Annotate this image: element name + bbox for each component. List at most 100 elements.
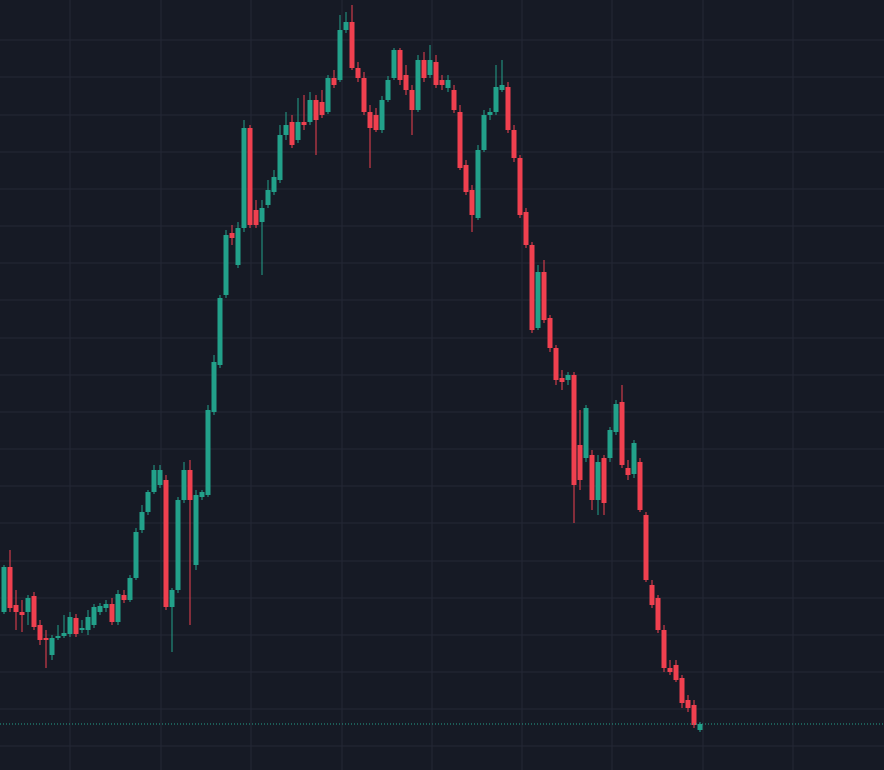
candle-body <box>229 233 235 238</box>
candle-body <box>607 430 613 458</box>
candle-body <box>493 87 499 112</box>
candle-body <box>691 705 697 725</box>
candle-body <box>673 665 679 680</box>
candle-body <box>475 150 481 218</box>
candle-body <box>505 87 511 130</box>
candle-body <box>631 443 637 474</box>
candle-body <box>97 606 103 612</box>
candle-body <box>385 80 391 100</box>
candle-body <box>235 228 241 265</box>
candle-body <box>415 60 421 110</box>
candle-body <box>421 60 427 78</box>
candle-body <box>151 470 157 492</box>
candle-body <box>367 112 373 128</box>
candle-body <box>625 468 631 475</box>
candle-body <box>601 458 607 503</box>
candle-body <box>109 604 115 622</box>
candle-body <box>469 190 475 215</box>
candle-body <box>679 678 685 703</box>
candle-body <box>301 122 307 125</box>
candle-body <box>223 235 229 295</box>
candle-body <box>43 638 49 640</box>
candle-body <box>121 595 127 600</box>
candle-body <box>277 135 283 180</box>
candle-body <box>499 85 505 90</box>
candle-body <box>31 596 37 627</box>
candle-body <box>481 115 487 150</box>
candle-body <box>583 408 589 458</box>
candle-body <box>463 165 469 192</box>
candle-body <box>403 75 409 90</box>
candle-body <box>697 724 703 730</box>
candle-body <box>331 78 337 85</box>
candle-body <box>37 625 43 640</box>
candle-body <box>577 445 583 480</box>
candle-body <box>283 125 289 135</box>
candle-body <box>199 492 205 497</box>
candle-body <box>325 78 331 112</box>
candle-body <box>79 628 85 630</box>
candle-body <box>67 617 73 634</box>
candle-body <box>217 298 223 365</box>
candle-body <box>451 90 457 110</box>
candle-body <box>205 410 211 495</box>
candle-body <box>529 245 535 330</box>
candle-body <box>523 212 529 245</box>
candle-body <box>427 60 433 75</box>
candle-body <box>643 515 649 580</box>
candle-body <box>259 208 265 222</box>
candle-body <box>535 272 541 328</box>
candle-body <box>517 158 523 215</box>
candle-body <box>85 617 91 630</box>
candle-body <box>619 402 625 465</box>
candle-body <box>565 375 571 380</box>
candle-body <box>55 636 61 638</box>
candle-body <box>61 633 67 636</box>
candle-body <box>169 590 175 607</box>
candle-body <box>685 700 691 708</box>
candle-body <box>487 112 493 115</box>
candle-body <box>247 128 253 225</box>
candle-body <box>253 210 259 225</box>
candle-body <box>445 80 451 88</box>
candle-body <box>433 62 439 85</box>
candle-body <box>271 177 277 192</box>
candle-body <box>373 115 379 130</box>
candle-body <box>163 480 169 607</box>
candle-body <box>409 90 415 110</box>
candle-body <box>7 567 13 608</box>
candle-body <box>361 78 367 112</box>
candle-body <box>547 318 553 348</box>
candle-body <box>541 272 547 320</box>
candle-body <box>613 404 619 432</box>
candle-body <box>337 30 343 80</box>
candle-body <box>391 50 397 78</box>
candle-body <box>289 122 295 145</box>
candle-body <box>103 604 109 608</box>
candle-body <box>313 100 319 120</box>
candle-body <box>589 455 595 500</box>
candle-body <box>667 668 673 672</box>
candle-body <box>211 362 217 412</box>
candle-body <box>595 462 601 500</box>
candle-body <box>127 578 133 600</box>
candle-body <box>193 495 199 565</box>
candle-body <box>91 607 97 625</box>
candle-body <box>133 532 139 578</box>
candle-body <box>13 605 19 612</box>
candle-body <box>145 492 151 512</box>
candle-body <box>553 348 559 380</box>
candle-body <box>571 375 577 485</box>
candle-body <box>655 598 661 630</box>
candle-body <box>355 68 361 78</box>
candle-body <box>1 567 7 612</box>
candle-body <box>349 22 355 68</box>
candle-body <box>25 598 31 612</box>
candle-body <box>265 190 271 205</box>
candle-body <box>139 512 145 530</box>
candle-body <box>649 585 655 605</box>
candle-body <box>319 102 325 115</box>
